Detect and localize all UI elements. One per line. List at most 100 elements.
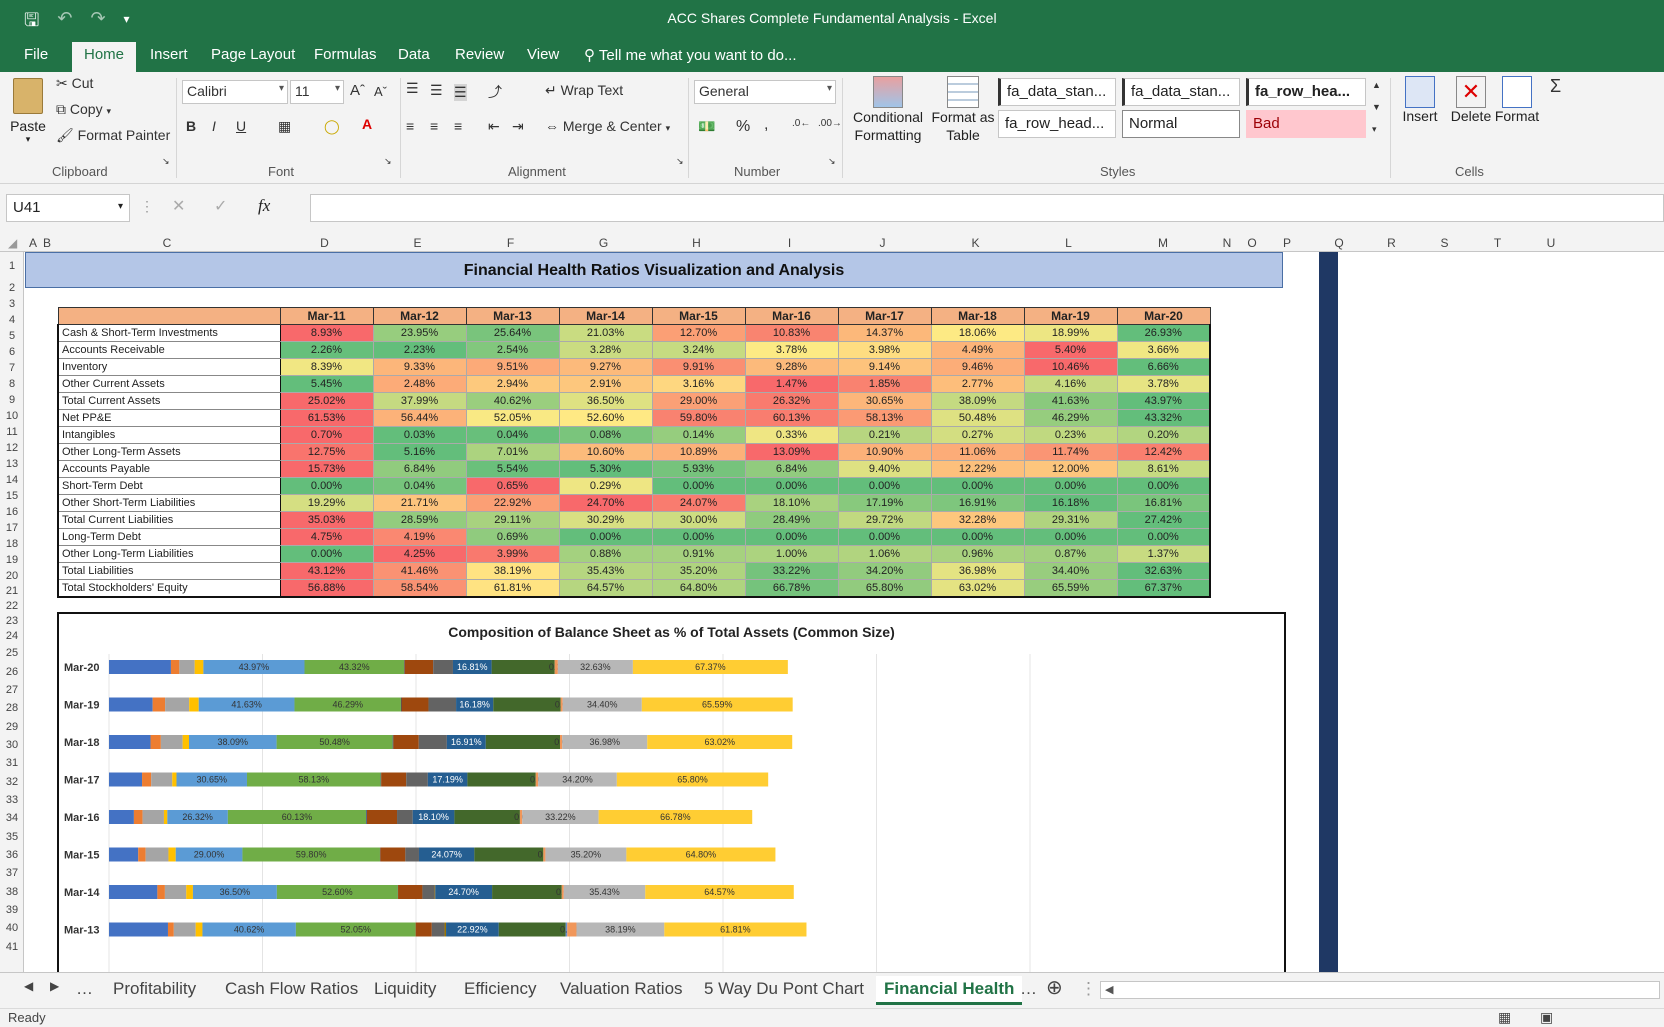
bar-segment[interactable] xyxy=(109,697,153,712)
bar-segment[interactable] xyxy=(535,772,539,787)
table-cell[interactable]: 64.80% xyxy=(651,579,746,598)
bar-segment[interactable] xyxy=(192,885,277,899)
styles-more-icon[interactable]: ▾ xyxy=(1372,124,1377,134)
bar-segment[interactable] xyxy=(109,847,139,862)
tab-home[interactable]: Home xyxy=(72,42,137,72)
table-cell[interactable]: 4.19% xyxy=(372,528,467,546)
table-cell[interactable]: 56.88% xyxy=(279,579,374,598)
table-cell[interactable]: 0.00% xyxy=(558,528,653,546)
bar-segment[interactable] xyxy=(109,885,158,899)
table-cell[interactable]: 58.13% xyxy=(837,409,932,427)
tab-review[interactable]: Review xyxy=(455,46,505,63)
bar-segment[interactable] xyxy=(576,922,665,937)
font-name-select[interactable]: Calibri ▾ xyxy=(182,80,288,104)
table-cell[interactable]: 9.40% xyxy=(837,460,932,478)
table-cell[interactable]: 9.14% xyxy=(837,358,932,376)
bar-segment[interactable] xyxy=(412,810,455,824)
table-cell[interactable]: 23.95% xyxy=(372,324,467,342)
align-left-icon[interactable]: ≡ xyxy=(406,118,415,134)
table-cell[interactable]: 6.84% xyxy=(744,460,839,478)
bar-segment[interactable] xyxy=(405,847,419,862)
table-cell[interactable]: 0.00% xyxy=(651,477,746,495)
table-cell[interactable]: 0.33% xyxy=(744,426,839,444)
table-cell[interactable]: 11.06% xyxy=(930,443,1025,461)
bar-segment[interactable] xyxy=(626,847,776,862)
insert-cells-button[interactable]: Insert xyxy=(1398,76,1442,124)
bar-segment[interactable] xyxy=(498,922,566,937)
table-cell[interactable]: 0.04% xyxy=(465,426,560,444)
column-header-i[interactable]: I xyxy=(787,236,792,250)
horizontal-scrollbar[interactable]: ◀ xyxy=(1100,981,1660,999)
bar-segment[interactable] xyxy=(152,697,166,712)
row-header[interactable]: 2 xyxy=(8,281,16,294)
table-cell[interactable]: 0.08% xyxy=(558,426,653,444)
styles-scroll-up-icon[interactable]: ▲ xyxy=(1372,80,1381,90)
row-header[interactable]: 38 xyxy=(5,885,19,898)
row-header[interactable]: 5 xyxy=(8,329,16,342)
bar-segment[interactable] xyxy=(194,660,204,674)
column-header-r[interactable]: R xyxy=(1387,236,1396,250)
table-cell[interactable]: 29.31% xyxy=(1023,511,1118,529)
bar-segment[interactable] xyxy=(202,922,296,937)
table-cell[interactable]: 3.99% xyxy=(465,545,560,563)
bar-segment[interactable] xyxy=(545,847,627,862)
increase-decimal-icon[interactable]: .0← xyxy=(792,118,811,129)
table-cell[interactable]: 33.22% xyxy=(744,562,839,580)
sheet-tab-valuation-ratios[interactable]: Valuation Ratios xyxy=(560,979,683,998)
underline-icon[interactable]: U xyxy=(236,118,247,134)
row-header[interactable]: 18 xyxy=(5,537,19,550)
table-cell[interactable]: 2.94% xyxy=(465,375,560,393)
column-header-a[interactable]: A xyxy=(28,236,37,250)
row-header[interactable]: 17 xyxy=(5,521,19,534)
row-header[interactable]: 20 xyxy=(5,569,19,582)
table-cell[interactable]: 35.20% xyxy=(651,562,746,580)
column-header-g[interactable]: G xyxy=(598,236,609,250)
more-tabs-icon[interactable]: … xyxy=(1020,979,1037,998)
table-cell[interactable]: 29.11% xyxy=(465,511,560,529)
table-cell[interactable]: 34.40% xyxy=(1023,562,1118,580)
scroll-right-icon[interactable]: ▶ xyxy=(50,979,60,993)
bar-segment[interactable] xyxy=(664,922,807,937)
table-cell[interactable]: 0.14% xyxy=(651,426,746,444)
bar-segment[interactable] xyxy=(142,772,152,787)
table-cell[interactable]: 0.00% xyxy=(1023,477,1118,495)
new-sheet-icon[interactable]: ⊕ xyxy=(1046,977,1063,999)
style-fa-row-header-1[interactable]: fa_row_hea... xyxy=(1246,78,1366,106)
bar-segment[interactable] xyxy=(415,922,432,937)
table-cell[interactable]: 12.70% xyxy=(651,324,746,342)
table-cell[interactable]: 0.21% xyxy=(837,426,932,444)
bar-segment[interactable] xyxy=(392,735,394,749)
worksheet[interactable]: Financial Health Ratios Visualization an… xyxy=(25,252,1664,972)
bar-segment[interactable] xyxy=(645,885,794,899)
table-cell[interactable]: 61.81% xyxy=(465,579,560,598)
bar-segment[interactable] xyxy=(427,772,468,787)
row-header[interactable]: 22 xyxy=(5,600,19,612)
italic-icon[interactable]: I xyxy=(212,118,216,134)
normal-view-icon[interactable]: ▦ xyxy=(1498,1009,1512,1025)
table-cell[interactable]: 0.00% xyxy=(279,545,374,563)
table-cell[interactable]: 17.19% xyxy=(837,494,932,512)
row-header[interactable]: 34 xyxy=(5,812,19,824)
row-header[interactable]: 9 xyxy=(8,393,16,406)
table-cell[interactable]: 0.00% xyxy=(744,528,839,546)
dialog-launcher-icon[interactable]: ↘ xyxy=(676,156,684,166)
row-header[interactable]: 1 xyxy=(8,259,16,272)
row-header[interactable]: 27 xyxy=(5,683,19,696)
decrease-decimal-icon[interactable]: .00→ xyxy=(818,118,842,129)
table-cell[interactable]: 0.20% xyxy=(1116,426,1211,444)
bar-segment[interactable] xyxy=(195,922,203,937)
column-header-d[interactable]: D xyxy=(320,236,329,250)
bar-segment[interactable] xyxy=(160,735,183,749)
table-cell[interactable]: 21.71% xyxy=(372,494,467,512)
delete-cells-button[interactable]: ✕ Delete xyxy=(1446,76,1496,124)
row-header[interactable]: 39 xyxy=(5,903,19,916)
row-header[interactable]: 12 xyxy=(5,441,19,454)
table-cell[interactable]: 0.23% xyxy=(1023,426,1118,444)
tab-file[interactable]: File xyxy=(24,46,49,63)
table-cell[interactable]: 26.32% xyxy=(744,392,839,410)
increase-indent-icon[interactable]: ⇥ xyxy=(512,118,524,134)
table-cell[interactable]: 43.12% xyxy=(279,562,374,580)
bar-segment[interactable] xyxy=(446,735,486,749)
bar-segment[interactable] xyxy=(418,735,447,749)
align-center-icon[interactable]: ≡ xyxy=(430,118,439,134)
